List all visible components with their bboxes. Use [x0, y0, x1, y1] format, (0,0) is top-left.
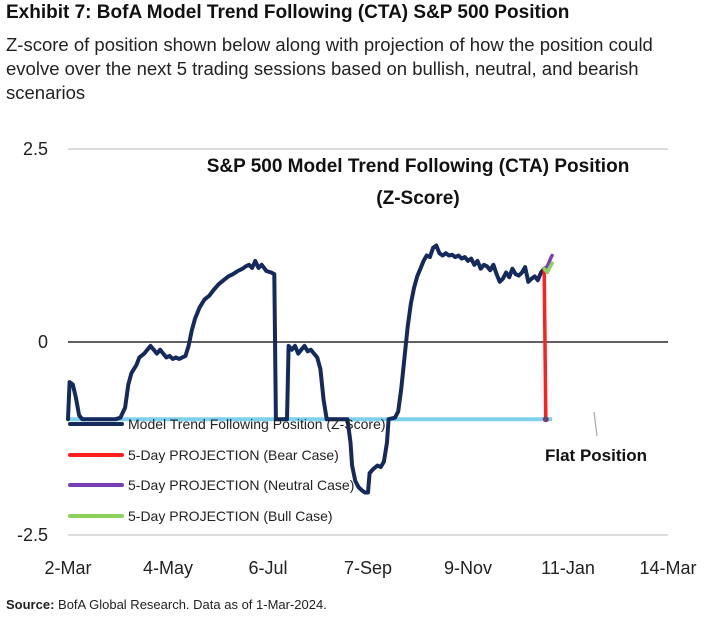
chart-title-line2: (Z-Score)	[376, 188, 459, 209]
y-tick-label: -2.5	[17, 525, 48, 545]
series-line-neutral	[542, 253, 554, 271]
chart-title-line1: S&P 500 Model Trend Following (CTA) Posi…	[207, 156, 630, 177]
series-line-bull	[542, 261, 554, 275]
legend-label-neutral: 5-Day PROJECTION (Neutral Case)	[128, 477, 354, 493]
legend-label-bear: 5-Day PROJECTION (Bear Case)	[128, 447, 339, 463]
x-tick-label: 2-Mar	[44, 558, 91, 578]
y-tick-label: 2.5	[23, 139, 48, 159]
series-line-main	[66, 243, 547, 495]
exhibit-subtitle: Z-score of position shown below along wi…	[6, 34, 653, 103]
x-tick-label: 11-Jan	[541, 558, 595, 578]
source-text: BofA Global Research. Data as of 1-Mar-2…	[58, 597, 327, 612]
series-line-bear	[542, 266, 548, 421]
x-tick-label: 6-Jul	[248, 558, 287, 578]
gridlines	[68, 148, 668, 536]
flat-position-pointer	[593, 411, 598, 437]
x-tick-label: 7-Sep	[344, 558, 392, 578]
y-tick-label: 0	[38, 332, 48, 352]
series-group	[66, 243, 554, 495]
exhibit-title: Exhibit 7: BofA Model Trend Following (C…	[6, 2, 570, 23]
x-tick-label: 4-May	[143, 558, 193, 578]
legend: Model Trend Following Position (Z-Score)…	[68, 416, 386, 524]
x-axis-ticks: 2-Mar 4-May 6-Jul 7-Sep 9-Nov 11-Jan 14-Mar	[44, 558, 696, 578]
source-label: Source:	[6, 597, 55, 612]
bear-end-marker	[542, 416, 549, 423]
flat-position-label: Flat Position	[545, 446, 647, 465]
legend-label-main: Model Trend Following Position (Z-Score)	[128, 416, 386, 432]
x-tick-label: 9-Nov	[444, 558, 492, 578]
source-note: Source: BofA Global Research. Data as of…	[6, 597, 327, 612]
x-tick-label: 14-Mar	[639, 558, 696, 578]
legend-label-bull: 5-Day PROJECTION (Bull Case)	[128, 508, 333, 524]
